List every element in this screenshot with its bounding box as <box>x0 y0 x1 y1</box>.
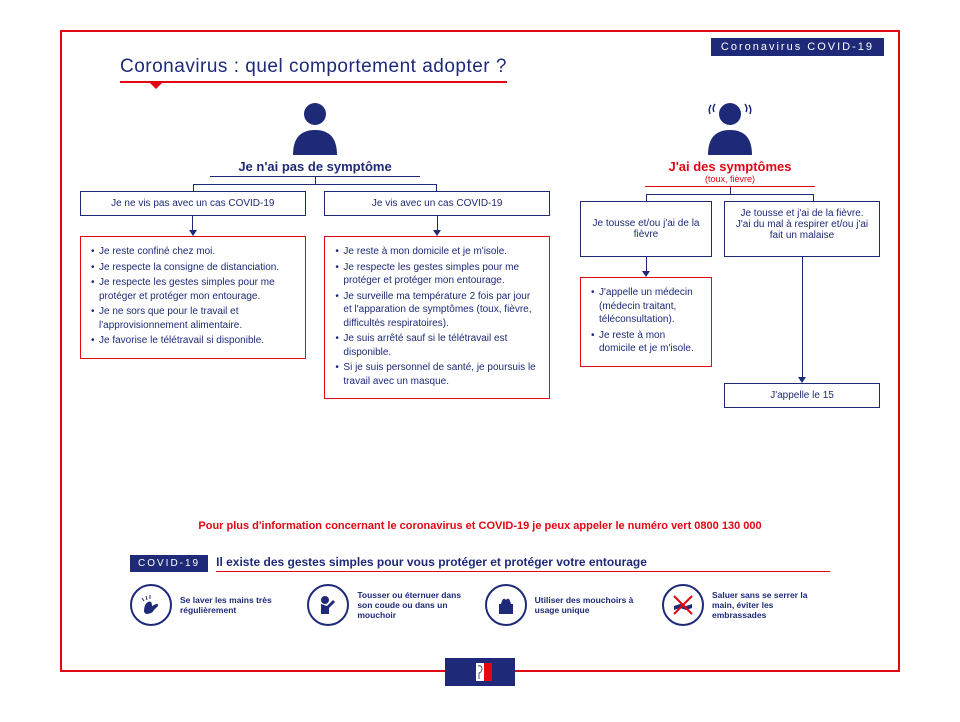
advice-bullet: Je surveille ma température 2 fois par j… <box>335 290 539 331</box>
advice-with-case: Je reste à mon domicile et je m'isole. Je… <box>324 236 550 399</box>
gesture-item: Saluer sans se serrer la main, éviter le… <box>662 584 830 626</box>
advice-bullet: Je respecte les gestes simples pour me p… <box>335 261 539 288</box>
flowchart: Je n'ai pas de symptôme Je ne vis pas av… <box>80 100 880 500</box>
advice-no-case: Je reste confiné chez moi. Je respecte la… <box>80 236 306 359</box>
gesture-item: Utiliser des mouchoirs à usage unique <box>485 584 653 626</box>
symptoms-heading: J'ai des symptômes (toux, fièvre) <box>645 159 815 187</box>
branch-mild: Je tousse et/ou j'ai de la fièvre J'appe… <box>580 201 712 408</box>
advice-bullet: Si je suis personnel de santé, je poursu… <box>335 361 539 388</box>
symptoms-column: J'ai des symptômes (toux, fièvre) Je tou… <box>580 100 880 408</box>
advice-bullet: Je suis arrêté sauf si le télétravail es… <box>335 332 539 359</box>
advice-bullet: Je respecte les gestes simples pour me p… <box>91 276 295 303</box>
advice-bullet: Je reste confiné chez moi. <box>91 245 295 259</box>
page-title: Coronavirus : quel comportement adopter … <box>120 56 507 83</box>
connector <box>802 257 803 377</box>
gesture-text: Tousser ou éternuer dans son coude ou da… <box>357 590 475 621</box>
info-hotline: Pour plus d'information concernant le co… <box>80 520 880 532</box>
advice-bullet: Je ne sors que pour le travail et l'appr… <box>91 305 295 332</box>
person-healthy-icon <box>285 100 345 155</box>
no-symptoms-column: Je n'ai pas de symptôme Je ne vis pas av… <box>80 100 550 399</box>
gestures-title: Il existe des gestes simples pour vous p… <box>216 555 830 572</box>
advice-bullet: Je respecte la consigne de distanciation… <box>91 261 295 275</box>
advice-mild: J'appelle un médecin (médecin traitant, … <box>580 277 712 367</box>
label-with-case: Je vis avec un cas COVID-19 <box>324 191 550 216</box>
no-symptoms-heading: Je n'ai pas de symptôme <box>210 159 420 177</box>
advice-bullet: Je reste à mon domicile et je m'isole. <box>591 329 701 356</box>
connector <box>80 177 550 191</box>
cough-elbow-icon <box>307 584 349 626</box>
gesture-text: Saluer sans se serrer la main, éviter le… <box>712 590 830 621</box>
branch-with-case: Je vis avec un cas COVID-19 Je reste à m… <box>324 191 550 399</box>
person-sick-icon <box>700 100 760 155</box>
connector <box>192 216 193 230</box>
gesture-item: Tousser ou éternuer dans son coude ou da… <box>307 584 475 626</box>
label-mild: Je tousse et/ou j'ai de la fièvre <box>580 201 712 257</box>
gesture-text: Se laver les mains très régulièrement <box>180 595 298 615</box>
gestures-section: COVID-19 Il existe des gestes simples po… <box>130 555 830 626</box>
connector <box>437 216 438 230</box>
advice-bullet: Je favorise le télétravail si disponible… <box>91 334 295 348</box>
wash-hands-icon <box>130 584 172 626</box>
branch-no-case: Je ne vis pas avec un cas COVID-19 Je re… <box>80 191 306 399</box>
no-handshake-icon <box>662 584 704 626</box>
symptoms-heading-sub: (toux, fièvre) <box>645 174 815 184</box>
gov-logo <box>445 658 515 686</box>
label-severe: Je tousse et j'ai de la fièvre. J'ai du … <box>724 201 880 257</box>
connector <box>580 187 880 201</box>
connector <box>646 257 647 271</box>
top-badge: Coronavirus COVID-19 <box>711 38 884 56</box>
symptoms-heading-text: J'ai des symptômes <box>668 159 791 174</box>
tissue-icon <box>485 584 527 626</box>
advice-bullet: Je reste à mon domicile et je m'isole. <box>335 245 539 259</box>
marianne-icon <box>468 663 492 681</box>
branch-severe: Je tousse et j'ai de la fièvre. J'ai du … <box>724 201 880 408</box>
advice-bullet: J'appelle un médecin (médecin traitant, … <box>591 286 701 327</box>
gesture-text: Utiliser des mouchoirs à usage unique <box>535 595 653 615</box>
label-no-case: Je ne vis pas avec un cas COVID-19 <box>80 191 306 216</box>
gesture-item: Se laver les mains très régulièrement <box>130 584 298 626</box>
call-15-box: J'appelle le 15 <box>724 383 880 408</box>
covid-tag: COVID-19 <box>130 555 208 572</box>
